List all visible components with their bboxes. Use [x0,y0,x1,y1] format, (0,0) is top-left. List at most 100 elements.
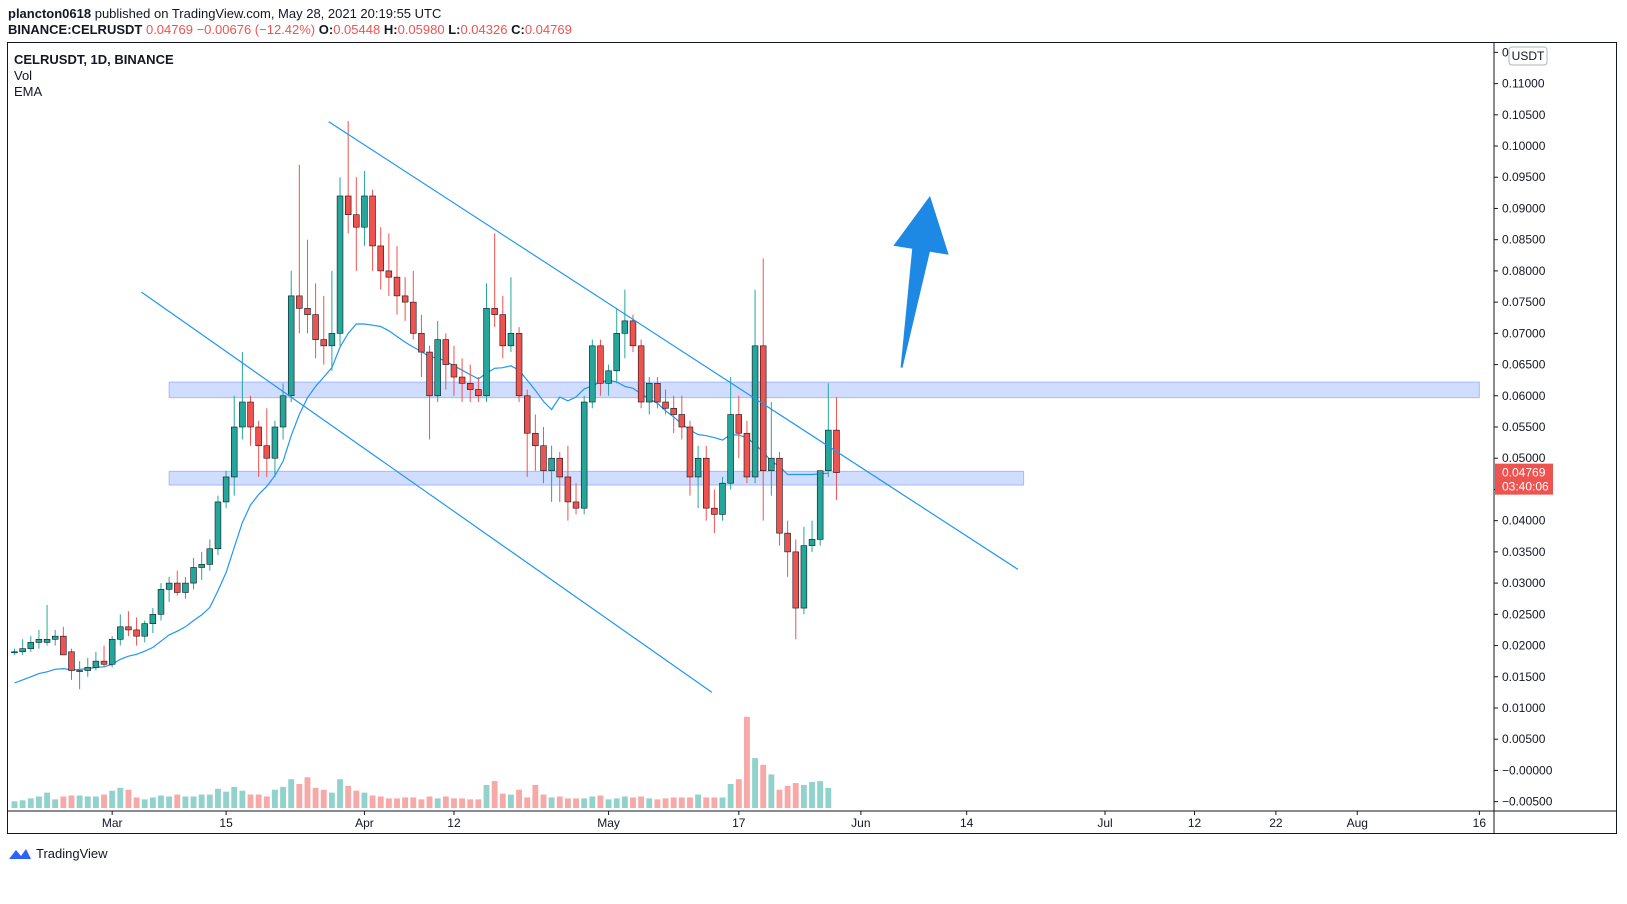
candle-body [133,629,140,637]
volume-bar [556,796,563,808]
currency-label: USDT [1512,49,1545,63]
volume-bar [158,795,164,808]
volume-bar [727,784,734,808]
volume-bar [540,794,547,808]
currency-badge-box [1508,46,1548,66]
volume-bar [206,794,213,808]
low-value: 0.04326 [460,22,508,37]
candle-body [580,401,588,509]
candle [727,377,734,490]
candle [450,345,458,396]
candle [11,648,18,655]
volume-bar [687,797,693,808]
volume-bar [638,796,645,808]
candle [149,608,157,634]
candle [670,395,677,434]
candle-body [686,426,694,478]
candle-body [68,651,75,671]
candle [336,177,344,346]
candle-body [51,635,59,640]
volume-bar [288,779,295,808]
candle-body [808,539,816,546]
axes: 0.115000.110000.105000.100000.095000.090… [7,43,1617,833]
close-label: C: [511,22,525,37]
volume-bar [491,781,498,808]
volume-bar [304,777,311,808]
candle-body [572,501,580,509]
candle-body [450,364,458,378]
volume-bar [296,784,303,808]
candle-body [507,333,515,347]
candle [719,476,726,521]
candle-body [35,638,43,643]
candle [694,445,702,509]
candle-body [792,551,799,609]
last-price-header: 0.04769 [145,22,193,37]
candle-body [206,548,214,565]
volume-bar [60,796,67,808]
time-tick-label: 14 [960,816,974,830]
publish-info: plancton0618 published on TradingView.co… [8,6,441,21]
volume-bar [817,781,824,808]
candle [76,661,83,690]
open-label: O: [318,22,334,37]
time-tick-label: 12 [1188,816,1202,830]
candle [784,520,791,577]
legend-ema[interactable]: EMA [14,84,43,99]
candle [678,395,686,440]
candle [157,583,165,621]
candle [515,327,523,403]
volume-bar [271,789,278,808]
volume-bar [166,796,173,808]
volume-bar [320,789,327,808]
time-tick-label: 12 [447,816,461,830]
volume-bar [223,791,230,808]
candle [263,408,271,477]
candle [564,445,572,521]
currency-badge: USDT [1508,46,1548,66]
candle-body [442,339,450,365]
symbol-full: BINANCE:CELRUSDT [8,22,143,37]
chart-frame[interactable] [7,42,1617,834]
volume-bar [825,787,832,808]
up-arrow-icon [893,196,949,368]
price-tick-label: 0.02500 [1502,607,1546,621]
volume-bar [654,799,661,808]
candle [320,295,327,365]
volume-bar [76,795,83,808]
volume-bar [459,798,466,808]
author-name[interactable]: plancton0618 [8,6,92,21]
candle-body [694,457,702,478]
candle-body [182,582,189,593]
candle [43,604,51,646]
legend-vol[interactable]: Vol [14,68,33,83]
time-tick-label: 15 [219,816,233,830]
trendlines [141,121,1019,693]
candle-body [768,457,775,472]
volume-bar [646,798,653,808]
candle [133,617,140,646]
volume-bar [109,790,116,808]
candle [51,629,59,646]
volume-bar [605,799,612,808]
legend-symbol[interactable]: CELRUSDT, 1D, BINANCE [14,52,174,67]
tradingview-logo[interactable]: TradingView [8,846,108,861]
candle-body [239,401,246,428]
candle [572,483,580,515]
volume-bar [385,798,392,808]
candle-body [149,614,157,624]
candle-body [670,407,677,415]
volume-bar [312,787,319,808]
candle [35,629,43,649]
candle-body [174,582,181,593]
candle [206,539,214,571]
time-tick-label: Mar [102,816,123,830]
candle-body [434,339,441,397]
candle-body [117,626,124,640]
candle-body [165,582,173,590]
candle-body [198,564,205,568]
volume-bar [784,785,791,808]
volume-bar [719,797,726,808]
bar-countdown: 03:40:06 [1502,480,1549,494]
